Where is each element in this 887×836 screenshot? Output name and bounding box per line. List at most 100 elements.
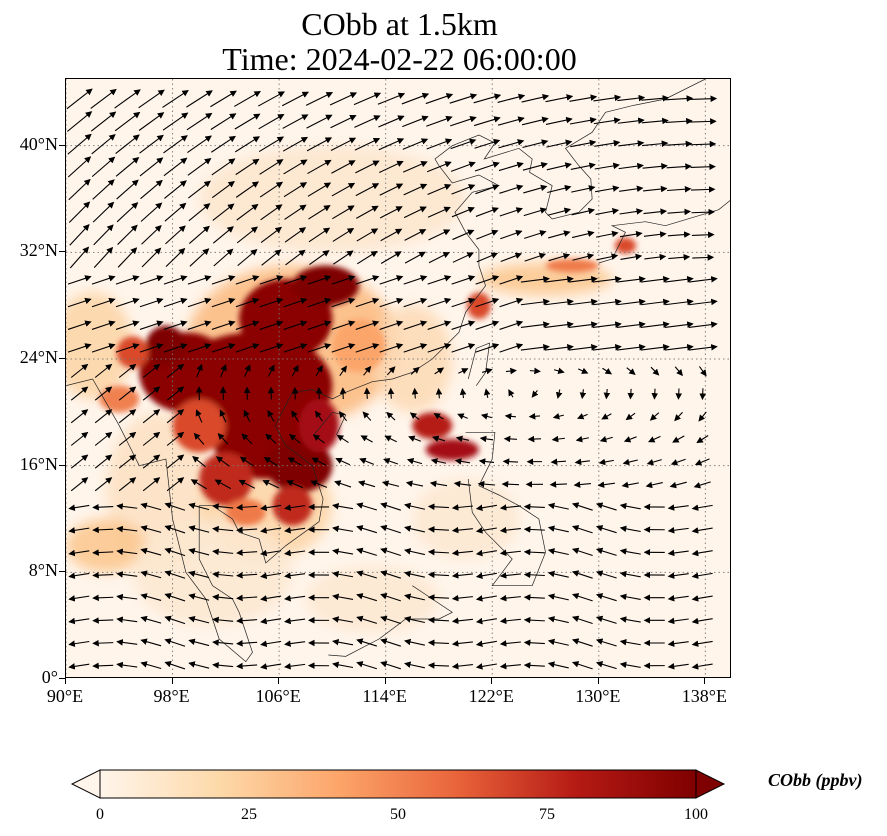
wind-vector: [404, 638, 426, 646]
wind-vector: [404, 502, 426, 510]
wind-vector: [284, 504, 306, 511]
wind-vector: [627, 388, 635, 400]
wind-vector: [619, 185, 644, 193]
wind-vector: [450, 161, 476, 172]
wind-vector: [139, 343, 164, 353]
wind-vector: [68, 595, 90, 602]
wind-vector: [571, 185, 596, 193]
wind-vector: [94, 363, 113, 378]
wind-vector: [571, 661, 593, 670]
wind-vector: [666, 140, 693, 148]
wind-vector: [601, 413, 612, 420]
wind-vector: [595, 615, 617, 624]
wind-vector: [118, 431, 137, 446]
wind-vector: [405, 480, 424, 487]
wind-vector: [499, 640, 521, 647]
wind-vector: [188, 225, 210, 244]
wind-vector: [210, 90, 237, 108]
wind-vector: [70, 477, 89, 492]
wind-vector: [546, 162, 572, 171]
wind-vector: [596, 253, 619, 261]
wind-vector: [508, 389, 515, 398]
map-canvas: [66, 79, 730, 677]
lon-tick-mark: [65, 678, 66, 684]
wind-vector: [664, 343, 694, 351]
wind-vector: [619, 525, 641, 533]
wind-vector: [690, 140, 717, 148]
cobb-concentration-field: [66, 145, 637, 633]
wind-vector: [358, 480, 376, 488]
wind-vector: [524, 252, 547, 262]
wind-vector: [523, 526, 545, 533]
wind-vector: [427, 320, 452, 330]
wind-vector: [190, 479, 208, 490]
wind-vector: [138, 89, 165, 109]
wind-vector: [211, 158, 236, 176]
colorbar: [70, 769, 726, 799]
wind-vector: [475, 549, 497, 557]
lat-tick-label: 0°: [41, 667, 58, 687]
wind-vector: [546, 139, 573, 148]
wind-vector: [547, 616, 569, 624]
wind-vector: [452, 229, 475, 241]
wind-vector: [212, 525, 234, 533]
wind-vector: [497, 116, 525, 126]
wind-vector: [117, 224, 138, 245]
wind-vector: [521, 93, 550, 103]
wind-vector: [356, 593, 378, 602]
wind-vector: [568, 343, 598, 351]
wind-vector: [162, 112, 189, 131]
wind-vector: [332, 593, 354, 601]
wind-vector: [188, 547, 210, 556]
wind-vector: [94, 431, 113, 446]
wind-vector: [138, 112, 165, 131]
wind-vector: [334, 480, 352, 488]
wind-vector: [116, 202, 139, 223]
wind-vector: [645, 481, 663, 489]
wind-vector: [479, 435, 494, 443]
wind-vector: [688, 298, 718, 306]
wind-vector: [259, 343, 284, 353]
wind-vector: [235, 275, 260, 285]
wind-vector: [284, 640, 306, 647]
wind-vector: [602, 367, 613, 375]
wind-vector: [619, 616, 641, 623]
wind-vector: [450, 116, 477, 127]
wind-vector: [333, 250, 354, 265]
wind-vector: [553, 367, 565, 375]
wind-vector: [455, 435, 470, 443]
wind-vector: [114, 111, 141, 132]
wind-vector: [140, 202, 163, 222]
wind-vector: [691, 231, 715, 239]
wind-vector: [139, 157, 164, 177]
wind-vector: [70, 454, 89, 469]
wind-vector: [236, 662, 258, 670]
wind-vector: [383, 457, 399, 465]
wind-vector: [667, 617, 689, 625]
wind-vector: [667, 526, 689, 534]
wind-vector: [237, 248, 258, 267]
wind-vector: [355, 183, 380, 197]
wind-vector: [523, 571, 545, 579]
wind-vector: [306, 114, 333, 129]
wind-vector: [140, 502, 162, 511]
wind-vector: [356, 502, 378, 511]
wind-vector: [644, 253, 667, 261]
wind-vector: [142, 454, 161, 469]
wind-vector: [452, 252, 474, 263]
wind-vector: [188, 203, 211, 222]
wind-vector: [68, 178, 91, 201]
wind-vector: [211, 297, 236, 308]
wind-vector: [522, 162, 548, 171]
wind-vector: [362, 411, 372, 421]
wind-vector: [117, 247, 138, 268]
wind-vector: [307, 297, 332, 308]
lon-tick-label: 138°E: [681, 686, 727, 706]
wind-vector: [164, 202, 187, 222]
wind-vector: [603, 389, 611, 400]
wind-vector: [387, 387, 395, 399]
wind-vector: [571, 207, 596, 216]
wind-vector: [282, 136, 309, 152]
wind-vector: [547, 593, 569, 601]
wind-vector: [166, 431, 185, 446]
